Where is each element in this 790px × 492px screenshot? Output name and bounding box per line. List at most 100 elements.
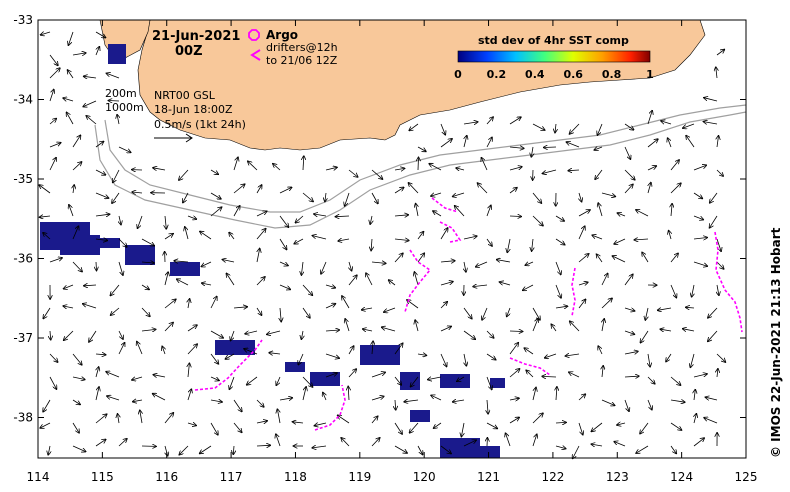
current-vector-arrow bbox=[72, 399, 80, 405]
current-vector-arrow bbox=[526, 370, 534, 378]
current-vector-arrow bbox=[226, 273, 235, 286]
current-vector-arrow bbox=[279, 398, 292, 400]
current-vector-arrow bbox=[325, 373, 337, 378]
current-vector-arrow bbox=[200, 231, 212, 240]
current-vector-arrow bbox=[63, 306, 74, 308]
current-vector-arrow bbox=[210, 353, 218, 364]
y-tick-label: -35 bbox=[13, 172, 33, 186]
current-vector-arrow bbox=[601, 274, 608, 286]
current-vector-arrow bbox=[325, 285, 335, 288]
current-vector-arrow bbox=[544, 147, 557, 148]
current-vector-arrow bbox=[233, 307, 247, 308]
current-vector-arrow bbox=[366, 273, 373, 286]
current-vector-arrow bbox=[210, 400, 222, 402]
current-vector-arrow bbox=[532, 238, 533, 251]
current-vector-arrow bbox=[187, 423, 196, 426]
current-vector-arrow bbox=[624, 308, 635, 311]
current-vector-arrow bbox=[210, 169, 218, 174]
current-vector-arrow bbox=[642, 252, 649, 263]
current-vector-arrow bbox=[95, 47, 99, 56]
current-vector-arrow bbox=[690, 353, 695, 367]
current-vector-arrow bbox=[717, 136, 719, 148]
current-vector-arrow bbox=[371, 372, 385, 378]
current-vector-arrow bbox=[578, 282, 588, 285]
current-vector-arrow bbox=[371, 396, 384, 401]
current-vector-arrow bbox=[256, 307, 262, 315]
current-vector-arrow bbox=[210, 376, 219, 381]
current-vector-arrow bbox=[201, 261, 212, 267]
current-vector-arrow bbox=[231, 330, 235, 341]
current-vector-arrow bbox=[187, 216, 196, 219]
current-vector-arrow bbox=[624, 351, 638, 354]
current-vector-arrow bbox=[614, 442, 626, 447]
current-vector-arrow bbox=[692, 284, 694, 297]
current-vector-arrow bbox=[670, 400, 685, 402]
current-vector-arrow bbox=[394, 168, 405, 170]
current-vector-arrow bbox=[210, 330, 223, 338]
current-vector-arrow bbox=[578, 226, 585, 240]
current-vector-arrow bbox=[394, 376, 401, 385]
current-vector-arrow bbox=[640, 422, 649, 434]
current-vector-arrow bbox=[434, 422, 442, 428]
current-vector-arrow bbox=[276, 434, 281, 447]
current-vector-arrow bbox=[301, 330, 303, 339]
current-vector-arrow bbox=[188, 299, 190, 309]
current-vector-arrow bbox=[372, 341, 373, 355]
current-vector-arrow bbox=[371, 438, 380, 447]
current-vector-arrow bbox=[118, 261, 123, 275]
current-vector-arrow bbox=[210, 192, 221, 199]
current-vector-arrow bbox=[314, 214, 327, 216]
current-vector-arrow bbox=[486, 238, 492, 246]
y-tick-label: -34 bbox=[13, 93, 33, 107]
current-vector-arrow bbox=[595, 169, 603, 179]
current-vector-arrow bbox=[349, 261, 352, 271]
current-vector-arrow bbox=[95, 387, 99, 401]
current-vector-arrow bbox=[556, 387, 557, 401]
current-vector-arrow bbox=[708, 307, 718, 318]
current-vector-arrow bbox=[141, 238, 154, 246]
current-vector-arrow bbox=[478, 183, 488, 194]
current-vector-arrow bbox=[72, 226, 79, 240]
current-vector-arrow bbox=[73, 185, 74, 194]
argo-label: Argo bbox=[266, 28, 298, 42]
current-vector-arrow bbox=[647, 166, 656, 171]
current-vector-arrow bbox=[248, 161, 258, 171]
current-vector-arrow bbox=[716, 238, 721, 251]
x-tick-label: 124 bbox=[670, 470, 693, 484]
current-vector-arrow bbox=[64, 330, 74, 340]
current-vector-arrow bbox=[72, 261, 82, 272]
current-vector-arrow bbox=[660, 329, 672, 331]
current-vector-arrow bbox=[568, 170, 580, 171]
y-axis: -33 -34 -35 -36 -37 -38 bbox=[13, 13, 746, 425]
current-vector-arrow bbox=[312, 236, 327, 240]
current-vector-arrow bbox=[710, 192, 718, 203]
y-tick-label: -37 bbox=[13, 331, 33, 345]
current-vector-arrow bbox=[202, 283, 212, 285]
current-vector-arrow bbox=[666, 353, 672, 362]
current-vector-arrow bbox=[523, 284, 534, 290]
current-vector-arrow bbox=[302, 376, 313, 387]
current-vector-arrow bbox=[256, 277, 265, 286]
current-vector-arrow bbox=[414, 272, 419, 286]
current-vector-arrow bbox=[89, 330, 97, 342]
current-vector-arrow bbox=[578, 254, 589, 263]
current-vector-arrow bbox=[693, 261, 707, 266]
current-vector-arrow bbox=[256, 421, 267, 423]
current-vector-arrow bbox=[40, 422, 51, 428]
current-vector-arrow bbox=[341, 438, 350, 447]
colorbar-tick-label: 0 bbox=[454, 68, 462, 81]
current-vector-arrow bbox=[417, 445, 423, 455]
current-vector-arrow bbox=[257, 249, 260, 263]
current-vector-arrow bbox=[648, 353, 650, 367]
current-vector-arrow bbox=[95, 169, 106, 175]
current-vector-arrow bbox=[532, 123, 545, 130]
current-vector-arrow bbox=[342, 296, 350, 309]
current-vector-arrow bbox=[68, 70, 74, 79]
current-vector-arrow bbox=[95, 31, 106, 38]
current-vector-arrow bbox=[229, 233, 235, 240]
current-vector-arrow bbox=[95, 354, 106, 355]
current-vector-arrow bbox=[72, 422, 79, 433]
current-vector-arrow bbox=[363, 329, 373, 331]
current-vector-arrow bbox=[636, 210, 649, 217]
current-vector-arrow bbox=[83, 100, 97, 107]
